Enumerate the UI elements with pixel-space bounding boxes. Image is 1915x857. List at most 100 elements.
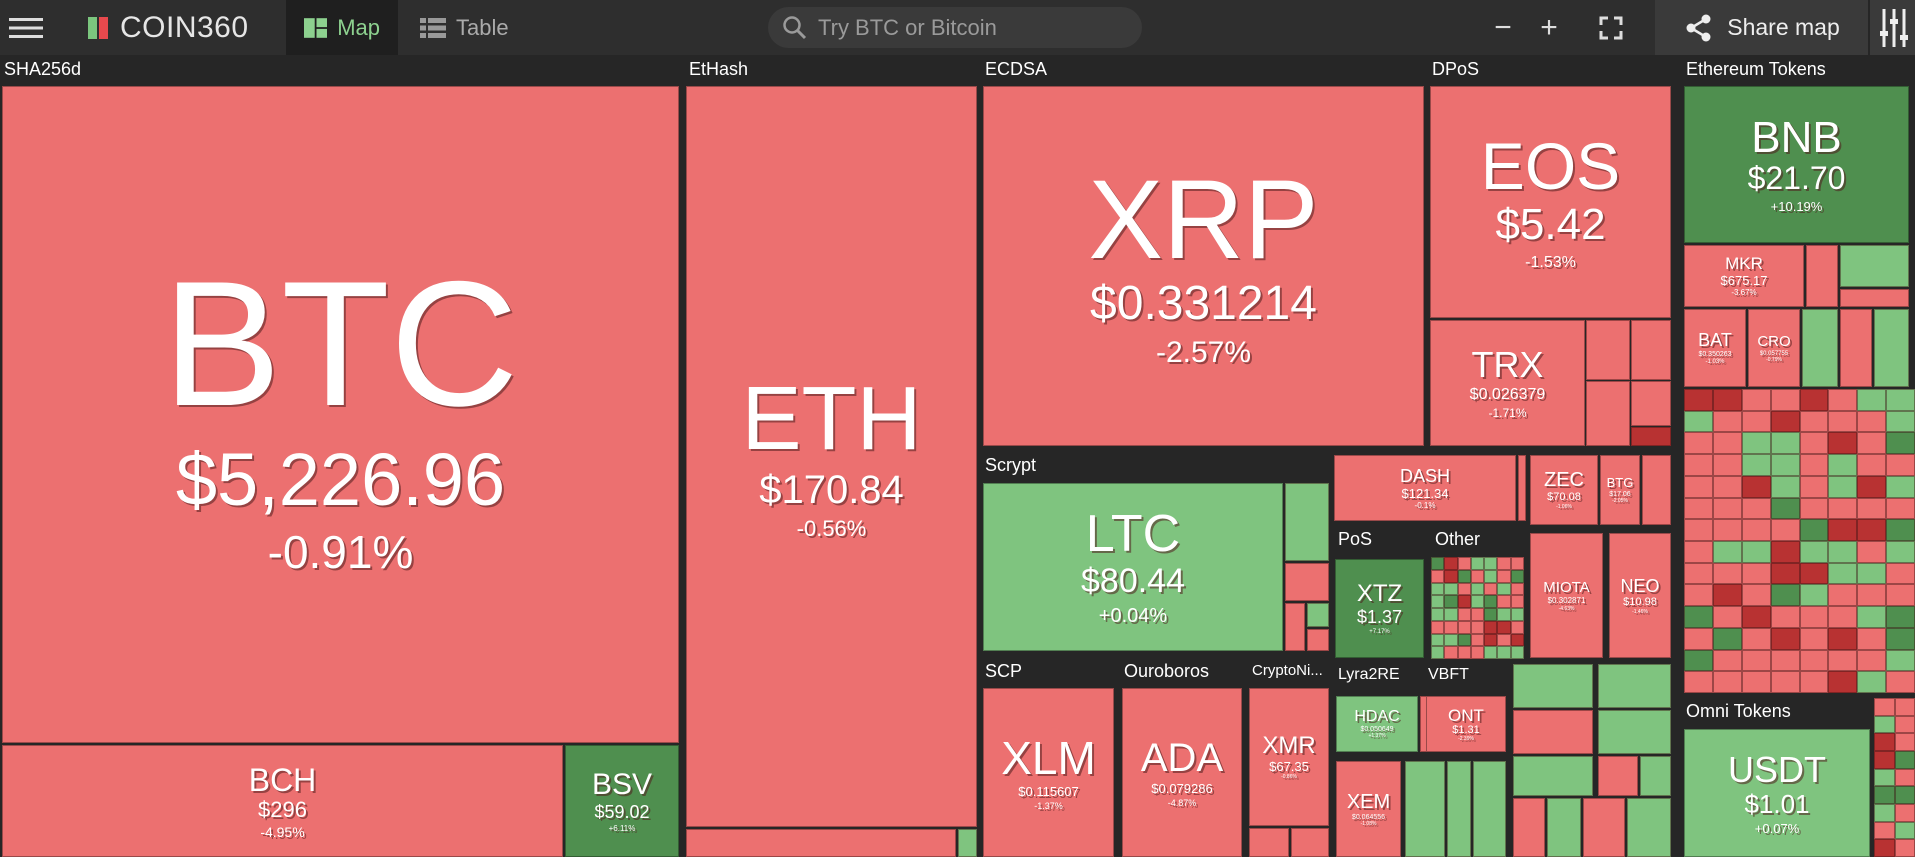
coin-tile-small[interactable]	[1598, 756, 1638, 796]
coin-tile-small[interactable]	[1741, 541, 1771, 563]
coin-tile-small[interactable]	[1513, 756, 1593, 796]
coin-tile-small[interactable]	[1828, 649, 1858, 672]
coin-tile-small[interactable]	[1470, 557, 1485, 570]
coin-tile-small[interactable]	[1444, 608, 1458, 621]
coin-tile-small[interactable]	[1770, 541, 1800, 563]
coin-tile-small[interactable]	[1770, 519, 1800, 541]
coin-tile-small[interactable]	[1874, 698, 1895, 716]
coin-tile-small[interactable]	[1712, 584, 1742, 607]
coin-tile-small[interactable]	[1712, 671, 1742, 693]
coin-tile-small[interactable]	[1886, 627, 1915, 650]
filter-button[interactable]	[1868, 0, 1915, 55]
coin-tile-small[interactable]	[1598, 710, 1671, 754]
coin-tile-small[interactable]	[1857, 432, 1887, 455]
coin-tile-small[interactable]	[1874, 715, 1895, 734]
coin-tile-small[interactable]	[1291, 828, 1329, 857]
coin-tile-small[interactable]	[1684, 432, 1713, 455]
coin-tile-small[interactable]	[1857, 497, 1887, 520]
coin-tile-small[interactable]	[1799, 432, 1829, 455]
coin-tile-small[interactable]	[1457, 557, 1471, 570]
coin-tile-small[interactable]	[1828, 562, 1858, 585]
coin-tile-small[interactable]	[1857, 475, 1887, 498]
coin-tile-neo[interactable]: NEO $10.98 -1.46%	[1609, 533, 1671, 658]
search-input[interactable]	[816, 13, 1140, 42]
coin-tile-small[interactable]	[1484, 646, 1498, 659]
coin-tile-small[interactable]	[1457, 569, 1471, 583]
coin-tile-small[interactable]	[1510, 595, 1524, 608]
coin-tile-small[interactable]	[1307, 603, 1329, 627]
coin-tile-small[interactable]	[1684, 389, 1713, 411]
coin-tile-small[interactable]	[1513, 664, 1593, 708]
coin-tile-small[interactable]	[1741, 432, 1771, 455]
coin-tile-small[interactable]	[1684, 519, 1713, 541]
coin-tile-small[interactable]	[1457, 595, 1471, 608]
coin-tile-small[interactable]	[1874, 751, 1895, 769]
zoom-out-button[interactable]: −	[1481, 0, 1525, 55]
coin-tile-ltc[interactable]: LTC $80.44 +0.04%	[983, 483, 1283, 651]
coin-tile-btg[interactable]: BTG $17.06 -2.05%	[1600, 455, 1640, 525]
coin-tile-small[interactable]	[1857, 541, 1887, 563]
coin-tile-small[interactable]	[1431, 582, 1445, 596]
coin-tile-small[interactable]	[1640, 756, 1671, 796]
coin-tile-small[interactable]	[1642, 455, 1671, 525]
coin-tile-small[interactable]	[1586, 320, 1630, 380]
coin-tile-small[interactable]	[1497, 569, 1511, 583]
coin-tile-small[interactable]	[1840, 289, 1909, 307]
coin-tile-small[interactable]	[1684, 454, 1713, 476]
search-box[interactable]	[768, 7, 1142, 48]
coin-tile-small[interactable]	[1857, 562, 1887, 585]
coin-tile-small[interactable]	[1770, 606, 1800, 628]
coin-tile-small[interactable]	[1547, 798, 1581, 857]
coin-tile-small[interactable]	[1510, 646, 1524, 659]
coin-tile-small[interactable]	[1431, 595, 1445, 608]
coin-tile-small[interactable]	[1741, 454, 1771, 476]
coin-tile-small[interactable]	[1857, 389, 1887, 411]
coin-tile-small[interactable]	[1857, 410, 1887, 433]
coin-tile-small[interactable]	[1684, 606, 1713, 628]
coin-tile-small[interactable]	[1799, 541, 1829, 563]
coin-tile-bnb[interactable]: BNB $21.70 +10.19%	[1684, 86, 1909, 243]
coin-tile-small[interactable]	[1741, 389, 1771, 411]
coin-tile-small[interactable]	[1510, 557, 1524, 570]
coin-tile-small[interactable]	[1799, 497, 1829, 520]
coin-tile-small[interactable]	[1770, 627, 1800, 650]
coin-tile-small[interactable]	[1470, 608, 1485, 621]
coin-tile-small[interactable]	[1457, 582, 1471, 596]
coin-tile-small[interactable]	[1857, 584, 1887, 607]
coin-tile-small[interactable]	[1444, 646, 1458, 659]
tab-map[interactable]: Map	[286, 0, 398, 55]
coin-tile-small[interactable]	[1712, 454, 1742, 476]
coin-tile-small[interactable]	[1741, 497, 1771, 520]
coin-tile-small[interactable]	[1806, 245, 1838, 307]
coin-tile-small[interactable]	[1828, 541, 1858, 563]
coin-tile-small[interactable]	[1513, 798, 1545, 857]
coin-tile-small[interactable]	[1799, 649, 1829, 672]
coin-tile-small[interactable]	[1857, 627, 1887, 650]
coin-tile-small[interactable]	[1770, 454, 1800, 476]
coin-tile-small[interactable]	[1684, 475, 1713, 498]
coin-tile-small[interactable]	[1457, 646, 1471, 659]
coin-tile-small[interactable]	[1431, 569, 1445, 583]
coin-tile-small[interactable]	[1684, 410, 1713, 433]
coin-tile-btc[interactable]: BTC $5,226.96 -0.91%	[2, 86, 679, 743]
coin-tile-small[interactable]	[1631, 381, 1671, 426]
coin-tile-small[interactable]	[1799, 606, 1829, 628]
coin-tile-small[interactable]	[1741, 584, 1771, 607]
coin-tile-small[interactable]	[1712, 519, 1742, 541]
coin-tile-small[interactable]	[1886, 671, 1915, 693]
coin-tile-small[interactable]	[1470, 582, 1485, 596]
coin-tile-small[interactable]	[1741, 649, 1771, 672]
coin-tile-small[interactable]	[1497, 620, 1511, 634]
coin-tile-small[interactable]	[1484, 557, 1498, 570]
coin-tile-small[interactable]	[1741, 627, 1771, 650]
coin-tile-hdac[interactable]: HDAC $0.050649 +1.37%	[1336, 696, 1418, 752]
coin-tile-ada[interactable]: ADA $0.079286 -4.87%	[1122, 688, 1242, 857]
coin-tile-small[interactable]	[1894, 715, 1915, 734]
coin-tile-zec[interactable]: ZEC $70.08 -1.06%	[1530, 455, 1598, 525]
coin-tile-small[interactable]	[1444, 569, 1458, 583]
coin-tile-small[interactable]	[1497, 557, 1511, 570]
coin-tile-small[interactable]	[1799, 410, 1829, 433]
coin-tile-small[interactable]	[1684, 562, 1713, 585]
coin-tile-small[interactable]	[1857, 649, 1887, 672]
coin-tile-small[interactable]	[1799, 627, 1829, 650]
